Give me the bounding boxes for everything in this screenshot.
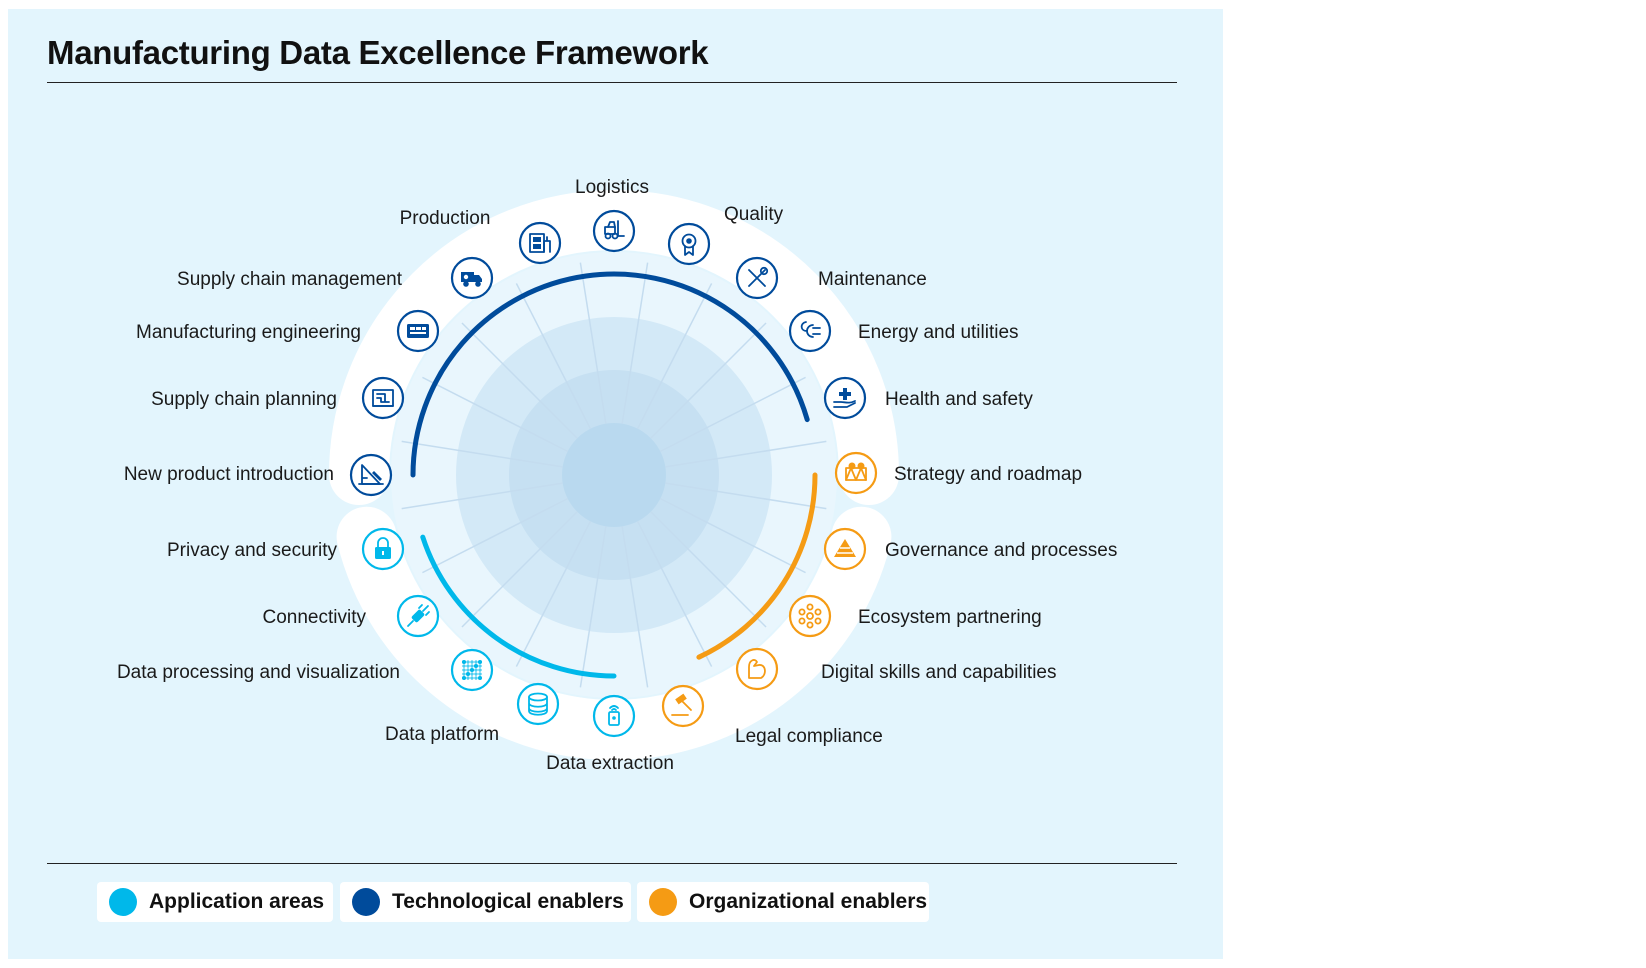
legend-item-technological-enablers: Technological enablers [340, 882, 631, 922]
page-title: Manufacturing Data Excellence Framework [47, 34, 709, 71]
node-energy-and-utilities: Energy and utilities [788, 309, 1019, 353]
node-connectivity: Connectivity [263, 594, 440, 638]
spokes [401, 262, 827, 688]
node-circle [788, 594, 832, 638]
organizational-color-swatch [649, 888, 677, 916]
node-label: Digital skills and capabilities [821, 662, 1057, 683]
node-health-and-safety: Health and safety [823, 376, 1033, 420]
node-circle [735, 647, 779, 691]
legend-item-application-areas: Application areas [97, 882, 333, 922]
node-new-product-introduction: New product introduction [124, 453, 393, 497]
technological-color-swatch [352, 888, 380, 916]
technological-arc [410, 271, 810, 478]
node-circle [834, 451, 878, 495]
application-arc [420, 534, 617, 679]
planning-board-icon [372, 389, 394, 407]
node-label: Maintenance [818, 269, 927, 290]
binary-data-icon [461, 659, 483, 681]
node-label: Data extraction [546, 753, 674, 774]
node-manufacturing-engineering: Manufacturing engineering [136, 309, 440, 353]
node-circle [592, 694, 636, 738]
plug-connector-icon [407, 604, 430, 627]
node-logistics: Logistics [575, 177, 649, 253]
node-legal-compliance: Legal compliance [661, 684, 883, 747]
node-label: Logistics [575, 177, 649, 198]
wrench-screwdriver-icon [748, 266, 769, 287]
node-strategy-and-roadmap: Strategy and roadmap [834, 451, 1082, 495]
node-label: Governance and processes [885, 540, 1117, 561]
node-circle [518, 221, 562, 265]
forklift-icon [604, 220, 625, 240]
node-label: Energy and utilities [858, 322, 1019, 343]
node-supply-chain-planning: Supply chain planning [151, 376, 405, 420]
database-icon [528, 692, 548, 716]
legend-label: Organizational enablers [689, 890, 928, 913]
node-label: Data platform [385, 724, 499, 745]
node-label: Legal compliance [735, 726, 883, 747]
node-data-extraction: Data extraction [546, 694, 674, 774]
node-label: Ecosystem partnering [858, 607, 1042, 628]
node-circle [788, 309, 832, 353]
node-privacy-and-security: Privacy and security [167, 527, 405, 571]
node-supply-chain-management: Supply chain management [177, 256, 494, 300]
application-color-swatch [109, 888, 137, 916]
node-data-processing-and-visualization: Data processing and visualization [117, 648, 494, 692]
organizational-arc [696, 472, 818, 660]
delivery-truck-icon [461, 272, 482, 287]
node-label: Supply chain planning [151, 389, 337, 410]
award-ribbon-icon [681, 233, 697, 256]
network-icon [798, 603, 822, 629]
power-plug-icon [800, 321, 821, 338]
hand-medical-cross-icon [833, 388, 856, 408]
node-circle [361, 376, 405, 420]
factory-machine-icon [529, 233, 551, 253]
node-label: Privacy and security [167, 540, 338, 561]
control-panel-icon [407, 324, 429, 338]
node-circle [661, 684, 705, 728]
node-digital-skills-and-capabilities: Digital skills and capabilities [735, 647, 1057, 691]
node-label: Supply chain management [177, 269, 403, 290]
node-label: Health and safety [885, 389, 1033, 410]
legend-divider [47, 863, 1177, 864]
node-label: New product introduction [124, 464, 334, 485]
sensor-device-icon [608, 705, 620, 726]
node-maintenance: Maintenance [735, 256, 927, 300]
node-circle [667, 222, 711, 266]
roadmap-icon [845, 462, 867, 481]
node-circle [516, 682, 560, 726]
node-ecosystem-partnering: Ecosystem partnering [788, 594, 1042, 638]
title-divider [47, 82, 1177, 83]
node-governance-and-processes: Governance and processes [823, 527, 1117, 571]
padlock-icon [375, 537, 391, 559]
node-label: Production [400, 208, 491, 229]
flexed-arm-icon [748, 659, 766, 679]
node-label: Connectivity [263, 607, 367, 628]
drafting-icon [358, 464, 384, 485]
legend-label: Application areas [149, 890, 325, 913]
node-label: Manufacturing engineering [136, 322, 361, 343]
node-circle [592, 209, 636, 253]
pyramid-icon [834, 539, 856, 557]
node-label: Quality [724, 204, 784, 225]
gavel-icon [671, 693, 692, 716]
node-label: Strategy and roadmap [894, 464, 1082, 485]
node-production: Production [400, 208, 562, 265]
node-quality: Quality [667, 204, 784, 266]
node-label: Data processing and visualization [117, 662, 400, 683]
ring-core [562, 423, 666, 527]
node-data-platform: Data platform [385, 682, 560, 745]
legend-label: Technological enablers [392, 890, 624, 913]
legend-item-organizational-enablers: Organizational enablers [637, 882, 929, 922]
